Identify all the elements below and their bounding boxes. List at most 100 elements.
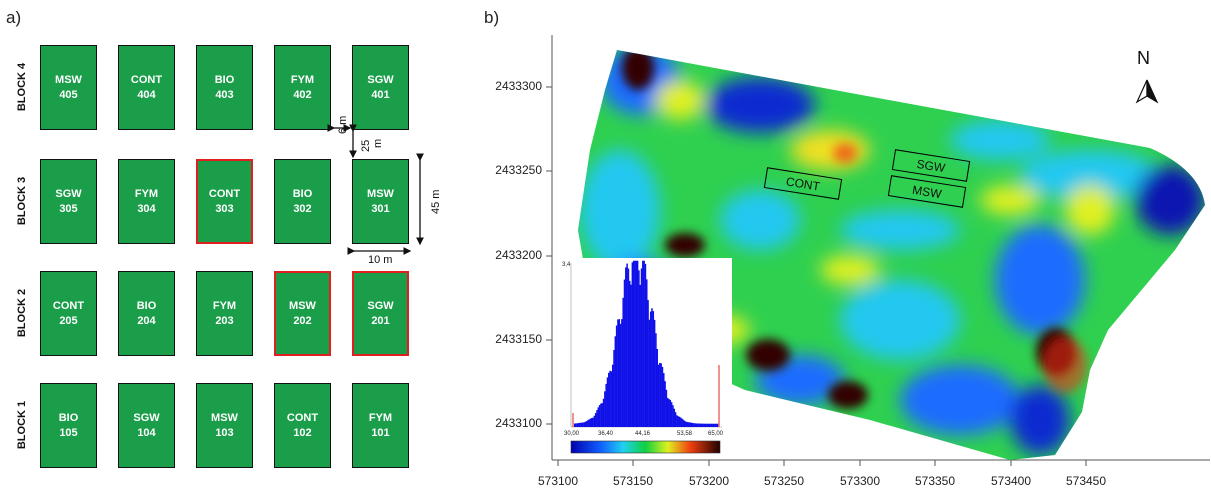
histogram-bar (708, 423, 711, 427)
x-tick-label: 573300 (839, 474, 881, 488)
histogram-bar (660, 363, 662, 427)
histogram-bar (661, 366, 664, 427)
histogram-bar (699, 423, 702, 427)
histogram-bar (702, 423, 704, 427)
histogram-bar (668, 399, 670, 427)
histogram-bar (610, 371, 613, 427)
plot-number: 305 (59, 202, 78, 215)
plot-405: MSW 405 (40, 45, 97, 130)
histogram-bar (659, 362, 661, 427)
histogram-bar (588, 419, 590, 427)
histogram-bar (577, 423, 580, 427)
histogram-bar (647, 300, 649, 427)
histogram-bar (711, 423, 713, 427)
histogram-bar (623, 279, 626, 427)
histogram-bar (605, 383, 607, 427)
plot-number: 201 (371, 314, 390, 327)
plot-treatment: SGW (55, 187, 82, 200)
histogram-bar (628, 280, 631, 427)
histogram-x-label: 30,00 (564, 431, 580, 437)
histogram-bar (681, 418, 683, 427)
y-tick-label: 2433250 (495, 163, 542, 177)
histogram-x-label: 53,58 (677, 431, 693, 437)
x-tick-label: 573350 (914, 474, 956, 488)
histogram-bar (664, 381, 666, 427)
histogram-bar (604, 391, 606, 427)
plot-treatment: BIO (292, 187, 313, 200)
plot-201: SGW 201 (352, 271, 409, 356)
y-tick-label: 2433200 (495, 248, 542, 262)
histogram-bar (674, 412, 677, 427)
x-tick-label: 573100 (537, 474, 579, 488)
histogram-bar (583, 422, 585, 427)
color-scale-bar (570, 440, 721, 454)
histogram-bar (574, 423, 576, 427)
histogram-x-label: 36,40 (598, 431, 614, 437)
histogram-bar (619, 323, 622, 427)
plot-treatment: CONT (208, 187, 241, 200)
histogram-bar (581, 422, 584, 427)
plot-number: 104 (137, 426, 156, 439)
plot-treatment: FYM (134, 187, 159, 200)
north-label: N (1137, 48, 1150, 68)
histogram-bar (682, 419, 685, 427)
x-tick-label: 573150 (612, 474, 654, 488)
histogram-bar (635, 260, 638, 427)
plot-treatment: FYM (290, 73, 315, 86)
plot-treatment: MSW (211, 411, 238, 424)
plot-number: 301 (371, 202, 390, 215)
histogram-bar (580, 422, 583, 427)
plot-403: BIO 403 (196, 45, 253, 130)
plot-treatment: SGW (367, 299, 394, 312)
plot-301: MSW 301 (352, 159, 409, 244)
histogram-bar (677, 416, 679, 427)
histogram-bar (622, 297, 624, 427)
histogram-bar (697, 423, 699, 427)
plot-treatment: SGW (133, 411, 160, 424)
plot-number: 404 (137, 88, 156, 101)
histogram-bar (704, 423, 707, 427)
histogram-bar (656, 348, 658, 427)
histogram-bar (663, 373, 665, 427)
histogram-bar (665, 389, 668, 427)
plot-treatment: BIO (214, 73, 235, 86)
histogram-bar (602, 398, 605, 427)
plot-105: BIO 105 (40, 383, 97, 468)
histogram-bar (672, 405, 674, 427)
x-tick-label: 573200 (688, 474, 730, 488)
north-arrow-icon (1135, 79, 1159, 104)
histogram-bar (669, 400, 672, 427)
histogram-bar (673, 408, 675, 427)
plot-number: 105 (59, 426, 78, 439)
histogram-bar (712, 423, 715, 427)
plot-104: SGW 104 (118, 383, 175, 468)
plot-303: CONT 303 (196, 159, 253, 244)
panel-b-label: b) (484, 8, 500, 27)
histogram-bar (627, 268, 630, 427)
histogram-bar (591, 418, 593, 427)
histogram-bar (649, 311, 652, 427)
plot-number: 303 (215, 202, 234, 215)
plot-number: 302 (293, 202, 312, 215)
histogram-bar (592, 417, 594, 427)
plot-number: 402 (293, 88, 312, 101)
histogram-bar (618, 319, 621, 427)
histogram-bar (698, 423, 700, 427)
plot-302: BIO 302 (274, 159, 331, 244)
x-tick-label: 573250 (763, 474, 805, 488)
histogram-bar (689, 422, 691, 427)
plot-number: 204 (137, 314, 156, 327)
histogram-bar (694, 423, 696, 427)
panel-a-label: a) (6, 8, 22, 27)
histogram-bar (691, 422, 694, 427)
histogram-bar (655, 333, 657, 427)
histogram-bar (683, 420, 686, 427)
histogram-bar (614, 336, 617, 427)
histogram-bar (638, 270, 640, 427)
histogram-bar (651, 308, 653, 427)
histogram-x-label: 44,16 (635, 431, 651, 437)
plot-width-label: 10 m (368, 254, 393, 266)
plot-202: MSW 202 (274, 271, 331, 356)
plot-number: 203 (215, 314, 234, 327)
